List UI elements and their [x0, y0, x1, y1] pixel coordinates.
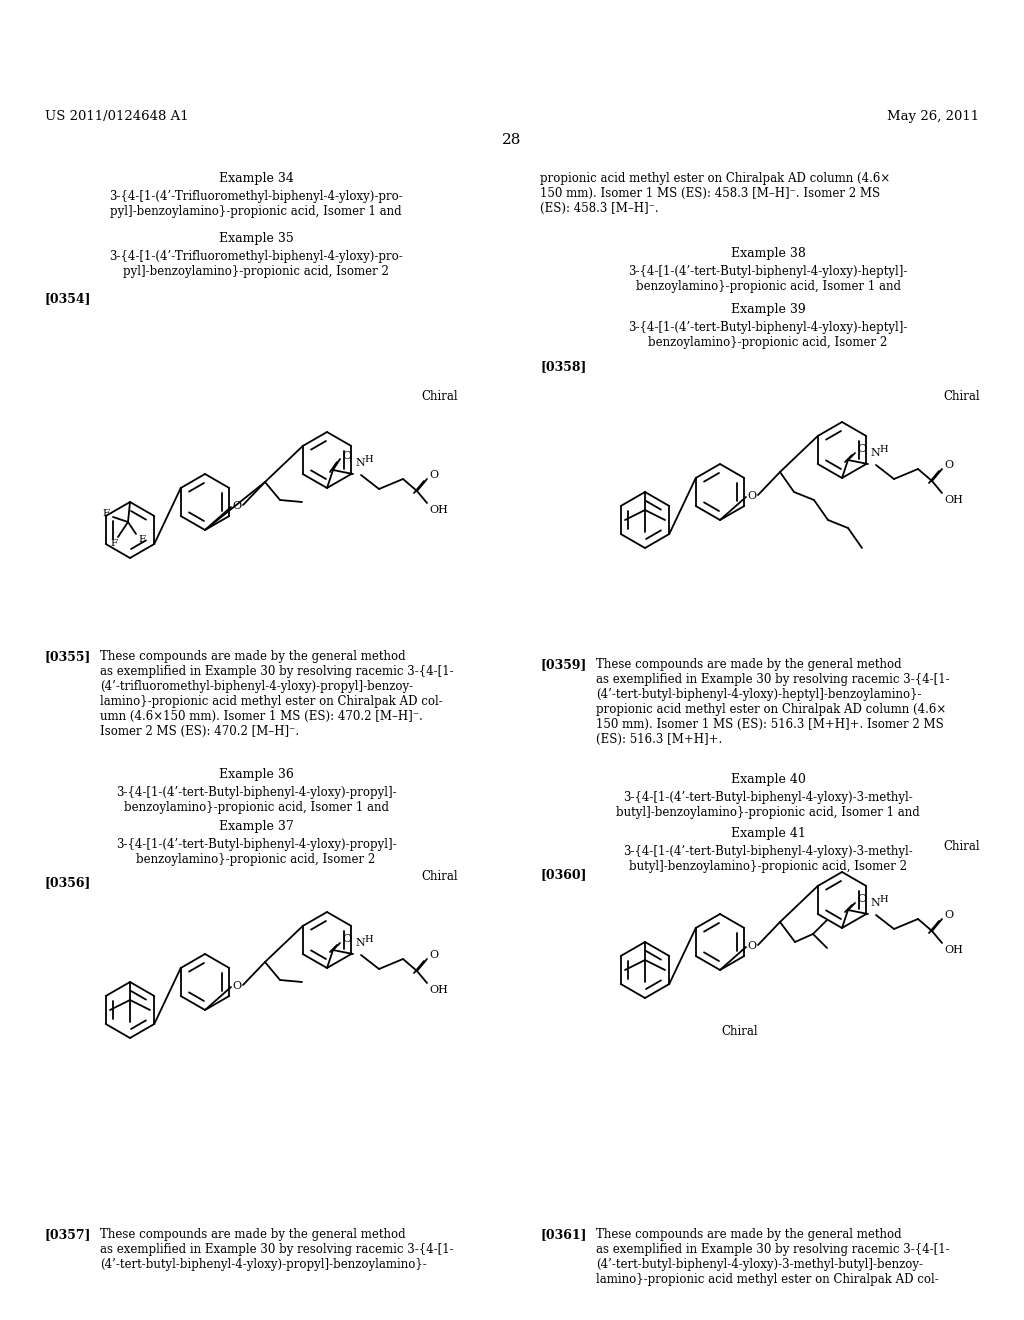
Text: Chiral: Chiral [943, 840, 980, 853]
Text: [0355]: [0355] [45, 649, 91, 663]
Text: O: O [944, 459, 953, 470]
Text: [0356]: [0356] [45, 876, 91, 888]
Text: [0359]: [0359] [540, 657, 587, 671]
Text: N: N [870, 447, 880, 458]
Text: [0354]: [0354] [45, 292, 91, 305]
Text: Example 41: Example 41 [730, 828, 806, 840]
Text: 3-{4-[1-(4’-tert-Butyl-biphenyl-4-yloxy)-heptyl]-
benzoylamino}-propionic acid, : 3-{4-[1-(4’-tert-Butyl-biphenyl-4-yloxy)… [629, 265, 907, 293]
Text: OH: OH [429, 985, 447, 995]
Text: These compounds are made by the general method
as exemplified in Example 30 by r: These compounds are made by the general … [596, 1228, 949, 1286]
Text: May 26, 2011: May 26, 2011 [887, 110, 979, 123]
Text: H: H [879, 446, 888, 454]
Text: OH: OH [429, 506, 447, 515]
Text: O: O [857, 894, 866, 904]
Text: These compounds are made by the general method
as exemplified in Example 30 by r: These compounds are made by the general … [100, 1228, 454, 1271]
Text: These compounds are made by the general method
as exemplified in Example 30 by r: These compounds are made by the general … [100, 649, 454, 738]
Text: Example 34: Example 34 [218, 172, 294, 185]
Text: 3-{4-[1-(4’-tert-Butyl-biphenyl-4-yloxy)-propyl]-
benzoylamino}-propionic acid, : 3-{4-[1-(4’-tert-Butyl-biphenyl-4-yloxy)… [116, 785, 396, 814]
Text: OH: OH [944, 495, 963, 506]
Text: O: O [748, 941, 757, 950]
Text: 3-{4-[1-(4’-tert-Butyl-biphenyl-4-yloxy)-propyl]-
benzoylamino}-propionic acid, : 3-{4-[1-(4’-tert-Butyl-biphenyl-4-yloxy)… [116, 838, 396, 866]
Text: H: H [364, 936, 373, 945]
Text: [0358]: [0358] [540, 360, 587, 374]
Text: O: O [748, 491, 757, 502]
Text: H: H [879, 895, 888, 904]
Text: 3-{4-[1-(4’-tert-Butyl-biphenyl-4-yloxy)-3-methyl-
butyl]-benzoylamino}-propioni: 3-{4-[1-(4’-tert-Butyl-biphenyl-4-yloxy)… [624, 845, 912, 873]
Text: O: O [857, 444, 866, 454]
Text: F: F [138, 536, 145, 544]
Text: N: N [355, 458, 365, 469]
Text: 3-{4-[1-(4’-tert-Butyl-biphenyl-4-yloxy)-3-methyl-
butyl]-benzoylamino}-propioni: 3-{4-[1-(4’-tert-Butyl-biphenyl-4-yloxy)… [616, 791, 920, 818]
Text: Chiral: Chiral [943, 389, 980, 403]
Text: Example 39: Example 39 [731, 304, 805, 315]
Text: O: O [944, 909, 953, 920]
Text: Example 40: Example 40 [730, 774, 806, 785]
Text: Example 36: Example 36 [218, 768, 294, 781]
Text: H: H [364, 455, 373, 465]
Text: 28: 28 [503, 133, 521, 147]
Text: Chiral: Chiral [421, 389, 458, 403]
Text: Example 38: Example 38 [730, 247, 806, 260]
Text: Chiral: Chiral [722, 1026, 759, 1038]
Text: O: O [232, 981, 242, 991]
Text: [0360]: [0360] [540, 869, 587, 880]
Text: N: N [355, 939, 365, 948]
Text: O: O [342, 451, 351, 461]
Text: 3-{4-[1-(4’-Trifluoromethyl-biphenyl-4-yloxy)-pro-
pyl]-benzoylamino}-propionic : 3-{4-[1-(4’-Trifluoromethyl-biphenyl-4-y… [110, 190, 402, 218]
Text: O: O [429, 470, 438, 480]
Text: These compounds are made by the general method
as exemplified in Example 30 by r: These compounds are made by the general … [596, 657, 949, 746]
Text: Example 35: Example 35 [219, 232, 293, 246]
Text: N: N [870, 898, 880, 908]
Text: O: O [232, 502, 242, 511]
Text: O: O [429, 950, 438, 960]
Text: US 2011/0124648 A1: US 2011/0124648 A1 [45, 110, 188, 123]
Text: 3-{4-[1-(4’-tert-Butyl-biphenyl-4-yloxy)-heptyl]-
benzoylamino}-propionic acid, : 3-{4-[1-(4’-tert-Butyl-biphenyl-4-yloxy)… [629, 321, 907, 348]
Text: Chiral: Chiral [421, 870, 458, 883]
Text: F: F [111, 540, 118, 549]
Text: O: O [342, 935, 351, 944]
Text: [0357]: [0357] [45, 1228, 91, 1241]
Text: F: F [102, 508, 110, 517]
Text: propionic acid methyl ester on Chiralpak AD column (4.6×
150 mm). Isomer 1 MS (E: propionic acid methyl ester on Chiralpak… [540, 172, 890, 215]
Text: 3-{4-[1-(4’-Trifluoromethyl-biphenyl-4-yloxy)-pro-
pyl]-benzoylamino}-propionic : 3-{4-[1-(4’-Trifluoromethyl-biphenyl-4-y… [110, 249, 402, 279]
Text: Example 37: Example 37 [219, 820, 293, 833]
Text: [0361]: [0361] [540, 1228, 587, 1241]
Text: OH: OH [944, 945, 963, 954]
